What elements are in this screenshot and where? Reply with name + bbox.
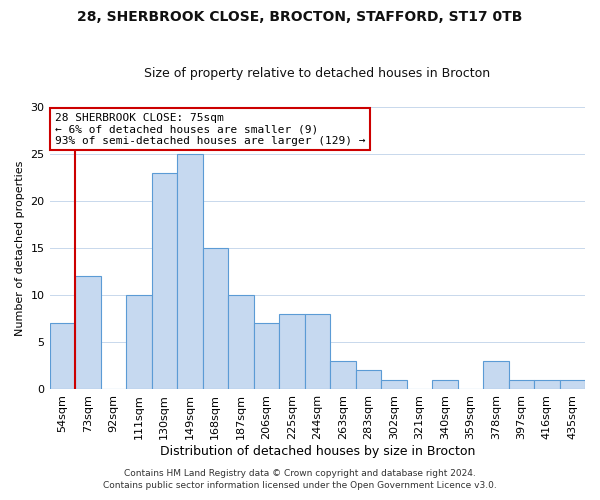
Text: Contains HM Land Registry data © Crown copyright and database right 2024.
Contai: Contains HM Land Registry data © Crown c… xyxy=(103,468,497,490)
Bar xyxy=(50,323,75,389)
Bar xyxy=(279,314,305,389)
Bar xyxy=(432,380,458,389)
Bar xyxy=(152,173,177,389)
Bar xyxy=(534,380,560,389)
Bar xyxy=(254,323,279,389)
Bar xyxy=(305,314,330,389)
Bar xyxy=(228,295,254,389)
Bar xyxy=(381,380,407,389)
Bar xyxy=(509,380,534,389)
Bar xyxy=(483,361,509,389)
Text: 28, SHERBROOK CLOSE, BROCTON, STAFFORD, ST17 0TB: 28, SHERBROOK CLOSE, BROCTON, STAFFORD, … xyxy=(77,10,523,24)
Y-axis label: Number of detached properties: Number of detached properties xyxy=(15,160,25,336)
Text: 28 SHERBROOK CLOSE: 75sqm
← 6% of detached houses are smaller (9)
93% of semi-de: 28 SHERBROOK CLOSE: 75sqm ← 6% of detach… xyxy=(55,112,365,146)
Bar xyxy=(356,370,381,389)
Bar xyxy=(177,154,203,389)
Bar xyxy=(330,361,356,389)
Title: Size of property relative to detached houses in Brocton: Size of property relative to detached ho… xyxy=(144,66,490,80)
Bar xyxy=(560,380,585,389)
X-axis label: Distribution of detached houses by size in Brocton: Distribution of detached houses by size … xyxy=(160,444,475,458)
Bar xyxy=(203,248,228,389)
Bar xyxy=(75,276,101,389)
Bar xyxy=(126,295,152,389)
